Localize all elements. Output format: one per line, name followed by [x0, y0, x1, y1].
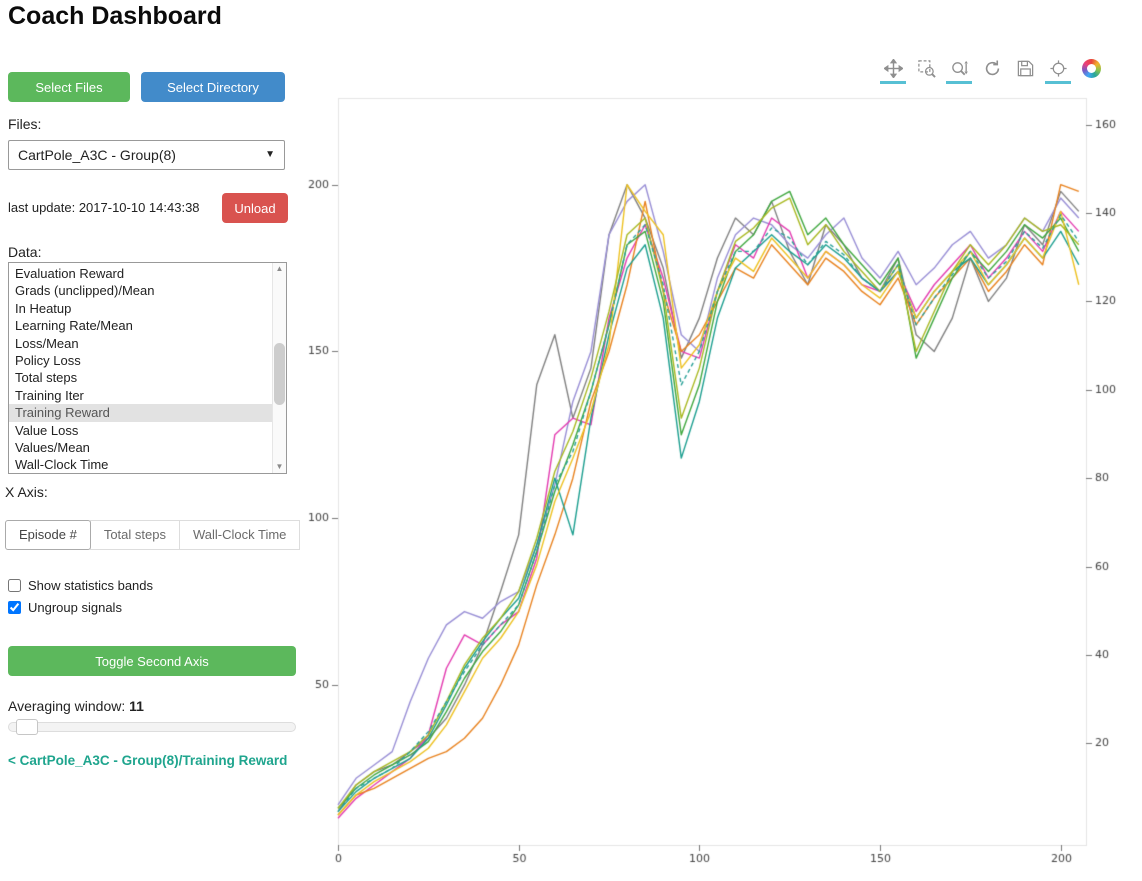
reset-icon[interactable] [979, 56, 1005, 84]
box-zoom-icon[interactable] [913, 56, 939, 84]
x-axis-option-total-steps[interactable]: Total steps [89, 520, 180, 550]
files-label: Files: [8, 116, 42, 132]
scrollbar-thumb[interactable] [274, 343, 285, 405]
data-list-item-training-iter[interactable]: Training Iter [15, 387, 84, 403]
plot-toolbar [880, 56, 1104, 84]
data-list-item-value-loss[interactable]: Value Loss [15, 422, 79, 438]
averaging-window-value: 11 [129, 698, 144, 714]
scroll-up-icon[interactable] [273, 263, 286, 275]
page-title: Coach Dashboard [8, 2, 222, 30]
data-list-item-total-steps[interactable]: Total steps [15, 370, 78, 386]
hover-icon[interactable] [1045, 56, 1071, 84]
bokeh-logo-icon[interactable] [1078, 56, 1104, 84]
last-update-text: last update: 2017-10-10 14:43:38 [8, 200, 200, 215]
unload-button[interactable]: Unload [222, 193, 288, 223]
data-list-item-policy-loss[interactable]: Policy Loss [15, 352, 81, 368]
data-list-item-wall-clock-time[interactable]: Wall-Clock Time [15, 457, 109, 473]
averaging-window-label: Averaging window: 11 [8, 698, 144, 714]
data-list-item-loss-mean[interactable]: Loss/Mean [15, 335, 79, 351]
data-label: Data: [8, 244, 42, 260]
x-axis-group: Episode # Total steps Wall-Clock Time [5, 520, 301, 550]
checkbox-label: Ungroup signals [28, 599, 122, 615]
plot-area [298, 50, 1138, 875]
data-list-item-grads-unclipped-mean[interactable]: Grads (unclipped)/Mean [15, 283, 155, 299]
dropdown-caret-icon [265, 141, 275, 169]
data-list-items: Evaluation Reward Grads (unclipped)/Mean I… [9, 265, 272, 473]
x-axis-option-wall-clock-time[interactable]: Wall-Clock Time [178, 520, 301, 550]
files-dropdown[interactable]: CartPole_A3C - Group(8) [8, 140, 285, 170]
data-list-item-training-reward[interactable]: Training Reward [9, 404, 272, 422]
checkbox-row-show-statistics-bands[interactable]: Show statistics bands [8, 574, 153, 596]
data-list-item-values-mean[interactable]: Values/Mean [15, 439, 90, 455]
signal-breadcrumb-link[interactable]: < CartPole_A3C - Group(8)/Training Rewar… [8, 753, 288, 768]
checkbox-group: Show statistics bands Ungroup signals [8, 574, 153, 618]
toggle-second-axis-button[interactable]: Toggle Second Axis [8, 646, 296, 676]
select-files-button[interactable]: Select Files [8, 72, 130, 102]
save-icon[interactable] [1012, 56, 1038, 84]
data-list-item-evaluation-reward[interactable]: Evaluation Reward [15, 266, 125, 281]
select-directory-button[interactable]: Select Directory [141, 72, 285, 102]
checkbox-show-statistics-bands[interactable] [8, 578, 21, 592]
data-list-item-learning-rate-mean[interactable]: Learning Rate/Mean [15, 318, 133, 334]
wheel-zoom-icon[interactable] [946, 56, 972, 84]
averaging-window-text: Averaging window: [8, 698, 126, 714]
data-list: Evaluation Reward Grads (unclipped)/Mean I… [8, 262, 287, 474]
files-dropdown-value: CartPole_A3C - Group(8) [18, 147, 176, 163]
reward-chart[interactable] [298, 88, 1138, 875]
x-axis-label: X Axis: [5, 484, 48, 500]
averaging-window-slider[interactable] [8, 719, 296, 735]
slider-handle[interactable] [16, 719, 38, 735]
scroll-down-icon[interactable] [273, 461, 286, 473]
data-list-item-in-heatup[interactable]: In Heatup [15, 300, 72, 316]
checkbox-ungroup-signals[interactable] [8, 600, 21, 614]
pan-icon[interactable] [880, 56, 906, 84]
data-list-scrollbar[interactable] [272, 263, 286, 473]
x-axis-option-episode[interactable]: Episode # [5, 520, 91, 550]
checkbox-label: Show statistics bands [28, 577, 154, 593]
checkbox-row-ungroup-signals[interactable]: Ungroup signals [8, 596, 153, 618]
